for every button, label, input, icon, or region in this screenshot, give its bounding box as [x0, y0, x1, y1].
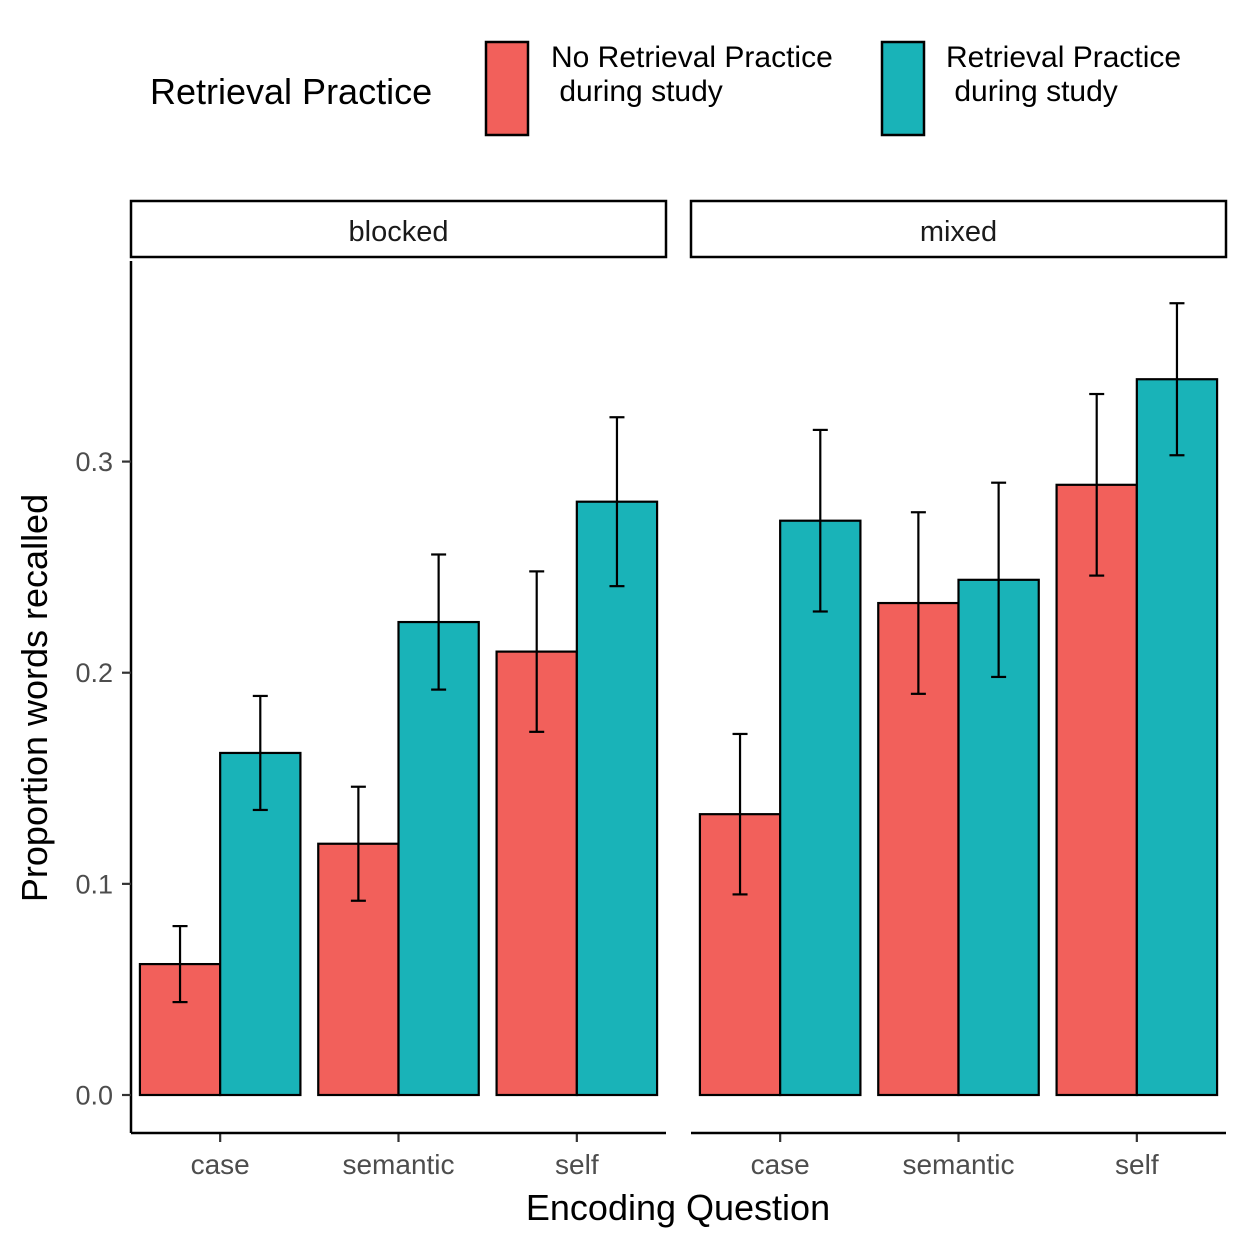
- y-axis: 0.0 0.1 0.2 0.3: [75, 261, 133, 1133]
- error-bar-mixed-case-no-retrieval: [732, 732, 748, 896]
- legend-label-retrieval-line2: during study: [946, 75, 1118, 108]
- y-axis-title: Proportion words recalled: [14, 494, 55, 902]
- strip-blocked: [129, 199, 668, 259]
- x-tick-label-blocked-self: self: [555, 1149, 599, 1180]
- bar-mixed-case-retrieval: [779, 519, 862, 1097]
- error-bar-mixed-self-no-retrieval: [1089, 392, 1105, 577]
- bar-mixed-self-retrieval: [1135, 378, 1219, 1097]
- legend-key-retrieval-practice: [880, 40, 926, 137]
- error-bar-mixed-semantic-no-retrieval: [910, 511, 926, 695]
- x-tick-label-mixed-self: self: [1115, 1149, 1159, 1180]
- error-bar-mixed-case-retrieval: [812, 428, 828, 613]
- panel-mixed: case semantic self: [691, 302, 1226, 1180]
- error-bar-blocked-case-no-retrieval: [172, 924, 188, 1004]
- legend-key-no-retrieval-practice: [484, 40, 530, 137]
- x-tick-label-blocked-semantic: semantic: [342, 1149, 454, 1180]
- error-bar-blocked-semantic-no-retrieval: [350, 785, 366, 902]
- legend-label-no-retrieval-line1: No Retrieval Practice: [551, 41, 833, 74]
- bar-blocked-self-retrieval: [575, 500, 659, 1097]
- y-tick-label: 0.0: [75, 1080, 113, 1110]
- error-bar-mixed-self-retrieval: [1169, 302, 1185, 457]
- legend-label-retrieval-line1: Retrieval Practice: [946, 41, 1181, 74]
- facet-strips: blocked mixed: [129, 199, 1228, 259]
- plot-panels: case semantic self case semantic self: [131, 302, 1226, 1180]
- x-tick-label-mixed-case: case: [751, 1149, 810, 1180]
- error-bar-blocked-self-no-retrieval: [529, 570, 545, 733]
- y-tick-label: 0.1: [75, 869, 113, 899]
- bar-blocked-semantic-retrieval: [397, 620, 480, 1097]
- error-bar-mixed-semantic-retrieval: [991, 481, 1007, 679]
- bar-mixed-self-no-retrieval: [1055, 483, 1138, 1097]
- x-axis-title: Encoding Question: [526, 1187, 830, 1228]
- error-bar-blocked-self-retrieval: [609, 416, 625, 588]
- legend: Retrieval Practice No Retrieval Practice…: [150, 40, 1181, 137]
- x-tick-label-mixed-semantic: semantic: [902, 1149, 1014, 1180]
- y-tick-label: 0.2: [75, 658, 113, 688]
- error-bar-blocked-case-retrieval: [252, 694, 268, 812]
- bar-blocked-case-retrieval: [219, 751, 302, 1097]
- x-tick-label-blocked-case: case: [191, 1149, 250, 1180]
- error-bar-blocked-semantic-retrieval: [431, 553, 447, 691]
- legend-label-no-retrieval-line2: during study: [551, 75, 723, 108]
- y-tick-label: 0.3: [75, 447, 113, 477]
- strip-label-mixed: mixed: [920, 216, 997, 248]
- legend-title: Retrieval Practice: [150, 71, 432, 112]
- strip-mixed: [689, 199, 1228, 259]
- strip-label-blocked: blocked: [349, 216, 449, 248]
- panel-blocked: case semantic self: [131, 416, 666, 1180]
